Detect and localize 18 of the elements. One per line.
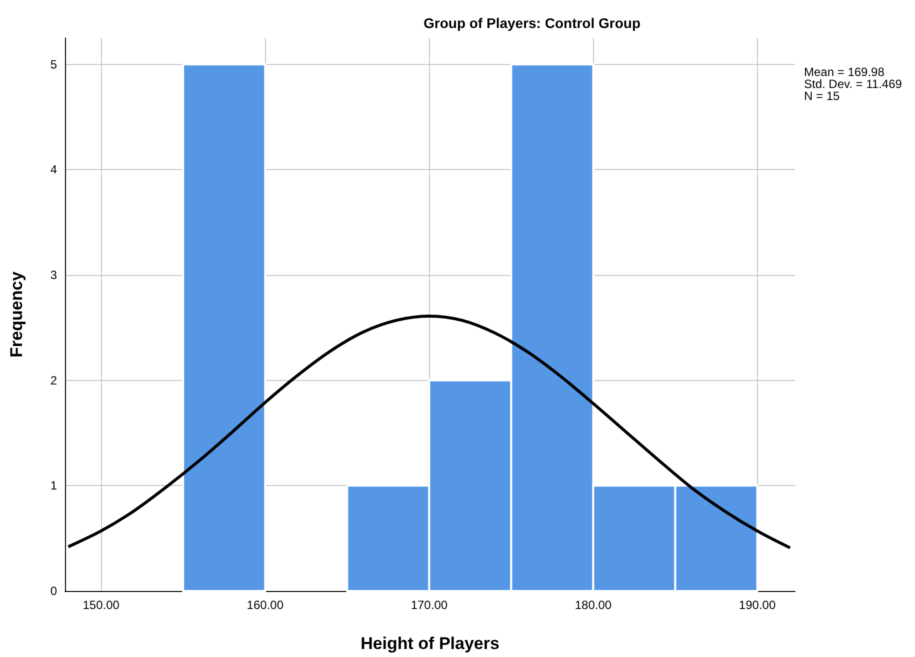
y-tick-label: 1 (50, 478, 58, 493)
x-tick-label: 180.00 (574, 598, 612, 612)
x-tick-label: 160.00 (246, 598, 284, 612)
x-axis-title: Height of Players (360, 634, 500, 653)
y-tick-label: 3 (50, 268, 58, 282)
line-series (66, 314, 792, 550)
text: Mean = 169.98 (804, 65, 885, 79)
text: N = 15 (804, 89, 840, 103)
x-tick-label: 170.00 (410, 598, 448, 612)
chart-title: Group of Players: Control Group (423, 15, 641, 31)
x-tick-label: 150.00 (82, 598, 120, 612)
y-tick-label: 0 (50, 584, 58, 598)
y-tick-label: 5 (50, 57, 58, 72)
y-axis-title: Frequency (7, 270, 26, 358)
text: Std. Dev. = 11.469 (804, 77, 902, 91)
y-tick-label: 2 (50, 373, 58, 388)
y-tick-label: 4 (50, 162, 58, 177)
x-tick-label: 190.00 (738, 598, 776, 612)
